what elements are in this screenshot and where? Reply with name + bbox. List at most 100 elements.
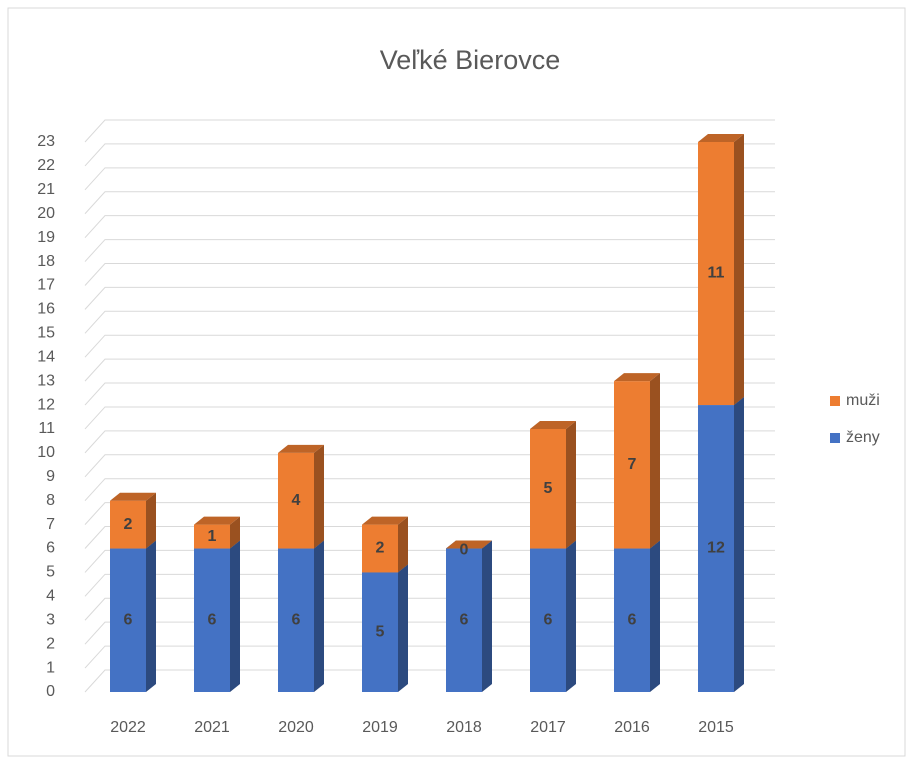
y-tick-label: 10 xyxy=(37,444,55,461)
x-tick-label: 2019 xyxy=(362,719,398,736)
y-tick-label: 3 xyxy=(46,611,55,628)
bar-side xyxy=(734,397,744,692)
grid-line xyxy=(84,286,775,310)
grid-line xyxy=(84,382,775,406)
legend-label: muži xyxy=(846,392,880,409)
data-label: 1 xyxy=(208,528,217,545)
x-tick-label: 2020 xyxy=(278,719,314,736)
data-label: 2 xyxy=(124,516,133,533)
legend-label: ženy xyxy=(846,429,880,446)
data-label: 5 xyxy=(376,623,385,640)
bar-segment xyxy=(362,524,398,573)
bar-segment xyxy=(362,572,398,692)
grid-line xyxy=(84,406,775,430)
bar-segment xyxy=(698,142,734,406)
bar-top xyxy=(446,540,492,549)
y-tick-label: 19 xyxy=(37,229,55,246)
bar-segment xyxy=(194,524,230,549)
x-tick-label: 2022 xyxy=(110,719,146,736)
x-tick-label: 2018 xyxy=(446,719,482,736)
bar-top xyxy=(110,492,156,501)
y-tick-label: 5 xyxy=(46,564,55,581)
bar-top xyxy=(278,444,324,453)
y-tick-label: 7 xyxy=(46,516,55,533)
y-tick-label: 15 xyxy=(37,325,55,342)
bar-side xyxy=(398,516,408,573)
bar-segment xyxy=(614,381,650,549)
bar-side xyxy=(650,540,660,692)
y-tick-label: 21 xyxy=(37,181,55,198)
grid-line xyxy=(84,119,775,143)
bar-segment xyxy=(194,548,230,692)
y-tick-label: 23 xyxy=(37,133,55,150)
y-tick-label: 22 xyxy=(37,157,55,174)
x-tick-label: 2016 xyxy=(614,719,650,736)
y-tick-label: 9 xyxy=(46,468,55,485)
y-tick-label: 8 xyxy=(46,492,55,509)
grid-line xyxy=(84,334,775,358)
grid-line xyxy=(84,191,775,215)
bar-side xyxy=(482,540,492,692)
bar-side xyxy=(566,540,576,692)
bar-segment xyxy=(278,548,314,692)
bar-top xyxy=(614,373,660,382)
data-label: 6 xyxy=(544,611,553,628)
bar-top xyxy=(530,420,576,429)
data-label: 6 xyxy=(460,611,469,628)
grid-line xyxy=(84,215,775,238)
y-tick-label: 20 xyxy=(37,205,55,222)
data-label: 6 xyxy=(124,611,133,628)
x-tick-label: 2017 xyxy=(530,719,566,736)
y-tick-label: 16 xyxy=(37,301,55,318)
y-tick-label: 12 xyxy=(37,396,55,413)
y-tick-label: 4 xyxy=(46,588,55,605)
y-tick-label: 0 xyxy=(46,683,55,700)
legend-swatch xyxy=(830,433,840,443)
bar-side xyxy=(314,540,324,692)
bar-side xyxy=(146,540,156,692)
data-label: 5 xyxy=(544,480,553,497)
data-label: 7 xyxy=(628,456,637,473)
bar-segment xyxy=(614,548,650,692)
bar-segment xyxy=(110,548,146,692)
legend-swatch xyxy=(830,396,840,406)
bar-side xyxy=(230,540,240,692)
bar-side xyxy=(230,516,240,549)
bar-segment xyxy=(530,548,566,692)
y-tick-label: 17 xyxy=(37,277,55,294)
grid-line xyxy=(84,167,775,191)
bar-segment xyxy=(530,428,566,549)
y-tick-label: 1 xyxy=(46,659,55,676)
grid-line xyxy=(84,239,775,262)
grid-line xyxy=(84,358,775,382)
bar-side xyxy=(734,134,744,406)
bar-segment xyxy=(446,548,482,692)
bar-segment xyxy=(698,405,734,692)
data-label: 4 xyxy=(292,492,301,509)
bar-segment xyxy=(278,452,314,549)
data-label: 2 xyxy=(376,540,385,557)
bar-segment xyxy=(110,500,146,549)
bar-side xyxy=(314,444,324,549)
grid-line xyxy=(84,143,775,167)
bar-side xyxy=(566,420,576,549)
data-label: 0 xyxy=(460,542,469,559)
bar-side xyxy=(146,492,156,549)
x-tick-label: 2015 xyxy=(698,719,734,736)
bar-top xyxy=(362,516,408,525)
y-tick-label: 2 xyxy=(46,635,55,652)
y-tick-label: 11 xyxy=(38,420,55,437)
bar-top xyxy=(698,134,744,142)
data-label: 11 xyxy=(708,265,725,282)
data-label: 6 xyxy=(208,611,217,628)
y-tick-label: 14 xyxy=(37,348,55,365)
data-label: 6 xyxy=(628,611,637,628)
y-tick-label: 13 xyxy=(37,372,55,389)
grid-line xyxy=(84,262,775,286)
grid-line xyxy=(84,310,775,334)
data-label: 12 xyxy=(707,540,725,557)
y-tick-label: 18 xyxy=(37,253,55,270)
bar-side xyxy=(650,373,660,549)
data-label: 6 xyxy=(292,611,301,628)
